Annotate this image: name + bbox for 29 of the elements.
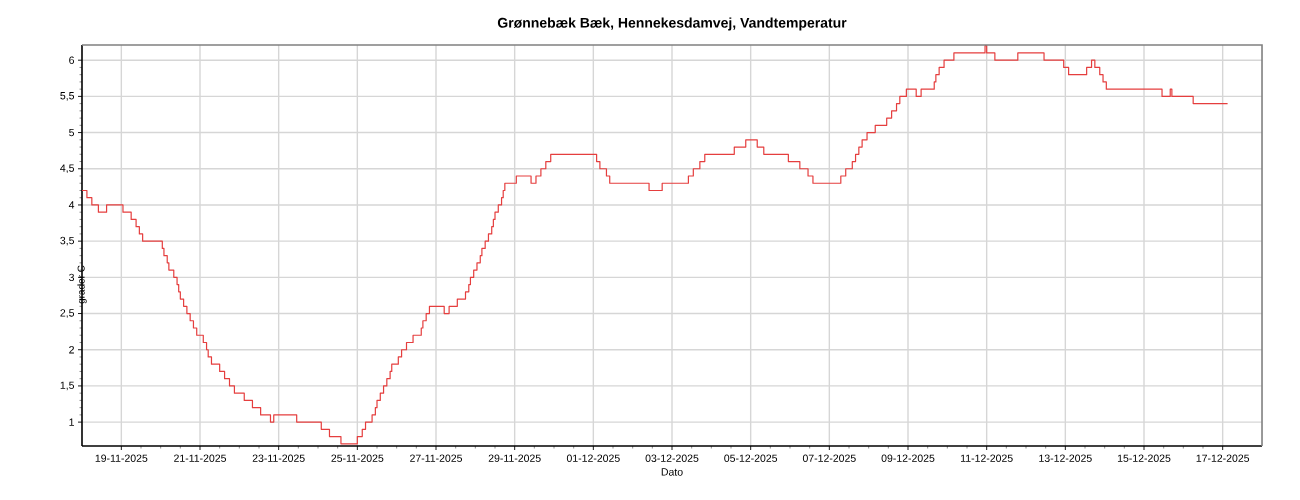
y-tick-label: 4,5 [60, 164, 75, 174]
x-tick-label: 15-12-2025 [1117, 454, 1171, 462]
x-tick-label: 03-12-2025 [645, 454, 699, 462]
y-tick-label: 5,5 [60, 92, 75, 101]
y-tick-label: 5 [69, 128, 75, 137]
chart-title: Grønnebæk Bæk, Hennekesdamvej, Vandtemperatur [497, 17, 847, 31]
y-tick-label: 2,5 [60, 309, 75, 318]
x-tick-label: 09-12-2025 [881, 454, 935, 462]
x-tick-label: 29-11-2025 [488, 454, 541, 462]
x-tick-label: 21-11-2025 [174, 454, 227, 462]
x-tick-label: 19-11-2025 [95, 454, 148, 462]
x-tick-label: 27-11-2025 [410, 454, 463, 462]
y-tick-label: 4 [68, 201, 75, 209]
y-tick-label: 1,5 [60, 381, 75, 391]
x-tick-label: 11-12-2025 [961, 454, 1013, 462]
y-tick-label: 3 [69, 273, 75, 282]
x-tick-label: 13-12-2025 [1039, 454, 1092, 462]
x-tick-label: 25-11-2025 [331, 454, 384, 462]
y-axis-title: grader C [77, 265, 87, 304]
x-tick-label: 07-12-2025 [802, 454, 856, 462]
y-tick-label: 3,5 [60, 236, 75, 246]
y-tick-label: 6 [69, 56, 75, 64]
x-tick-label: 01-12-2025 [566, 454, 620, 462]
x-tick-label: 05-12-2025 [724, 454, 778, 462]
y-tick-label: 1 [69, 418, 74, 426]
x-axis-title: Dato [661, 468, 683, 476]
x-tick-label: 23-11-2025 [252, 454, 305, 462]
y-tick-label: 2 [69, 346, 74, 354]
x-tick-label: 17-12-2025 [1196, 454, 1250, 462]
